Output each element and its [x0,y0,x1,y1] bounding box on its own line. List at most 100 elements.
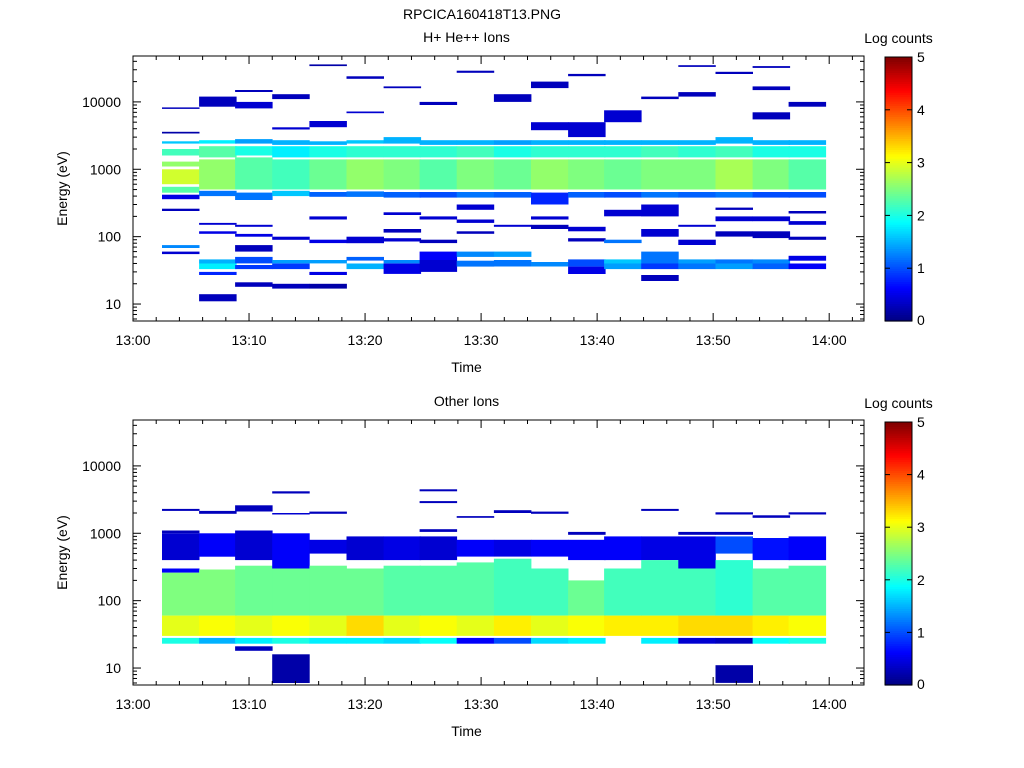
colorbar-segment [885,235,912,238]
heatmap-cell [199,263,237,270]
colorbar-segment [885,246,912,249]
colorbar-segment [885,239,912,243]
colorbar-segment [885,608,912,612]
colorbar-segment [885,266,912,269]
colorbar-segment [885,546,912,550]
colorbar-segment [885,544,912,548]
colorbar-tick-label: 0 [917,676,925,692]
colorbar-segment [885,573,912,577]
heatmap-cell [788,536,827,561]
heatmap-cell [456,251,495,257]
colorbar-segment [885,114,912,117]
colorbar: 0 1 2 3 4 5 Log counts [864,395,933,692]
colorbar-segment [885,566,912,570]
heatmap-cell [383,192,422,198]
heatmap-cell [531,224,569,229]
x-tick-label: 14:00 [812,332,847,348]
colorbar-segment [885,283,912,287]
colorbar-segment [885,557,912,561]
colorbar-segment [885,516,912,520]
colorbar-segment [885,424,912,427]
heatmap-cell [162,615,200,636]
heatmap-cell [568,637,606,644]
colorbar-segment [885,472,912,476]
heatmap-cell [346,637,384,644]
colorbar-frame [884,56,913,322]
heatmap-cell [604,615,642,636]
heatmap-cell [162,208,200,211]
colorbar-segment [885,237,912,241]
heatmap-cell [383,159,422,190]
colorbar-segment [885,623,912,627]
colorbar-segment [885,649,912,653]
colorbar-segment [885,496,912,500]
heatmap-cell [346,236,384,244]
heatmap-cell [235,565,273,616]
colorbar-segment [885,671,912,675]
heatmap-cell [309,283,347,289]
colorbar-segment [885,498,912,502]
colorbar-segment [885,474,912,478]
heatmap-cell [419,529,458,532]
colorbar-segment [885,654,912,658]
colorbar-segment [885,290,912,293]
heatmap-cell [235,530,273,561]
heatmap-cell [641,560,679,616]
heatmap-cell [199,259,237,264]
heatmap-cell [641,637,679,644]
colorbar-segment [885,579,912,583]
heatmap-cell [531,192,569,205]
heatmap-cell [235,90,273,92]
heatmap-cell [752,615,791,636]
heatmap-cell [752,263,791,270]
heatmap-cell [235,615,273,636]
heatmap-cell [456,231,495,234]
colorbar-segment [885,107,912,111]
heatmap-cell [752,86,791,91]
heatmap-cell [678,263,716,270]
colorbar-segment [885,303,912,307]
colorbar-segment [885,514,912,517]
heatmap-cell [272,159,310,190]
heatmap-cell [162,169,200,185]
colorbar-segment [885,202,912,205]
heatmap-cell [531,615,569,636]
colorbar-segment [885,465,912,469]
heatmap-cell [346,536,384,561]
colorbar-segment [885,65,912,69]
heatmap-cell [272,533,310,569]
colorbar-segment [885,525,912,528]
heatmap-cell [309,271,347,275]
colorbar-segment [885,492,912,495]
heatmap-cell [456,146,495,158]
colorbar-segment [885,636,912,640]
heatmap-cell [383,637,422,644]
colorbar-segment [885,619,912,623]
y-tick-label: 10000 [82,458,121,474]
heatmap-cell [604,536,642,561]
colorbar-segment [885,505,912,509]
colorbar-segment [885,564,912,568]
heatmap-cell [678,637,716,644]
heatmap-cell [752,140,791,145]
x-tick-label: 13:00 [115,696,150,712]
heatmap-cell [788,615,827,636]
heatmap-cell [641,275,679,281]
colorbar-segment [885,200,912,203]
heatmap-cell [272,263,310,270]
heatmap-cell [715,259,753,264]
heatmap-cell [531,159,569,190]
heatmap-cell [419,637,458,644]
colorbar-segment [885,162,912,166]
colorbar-label: Log counts [864,395,933,411]
colorbar-segment [885,509,912,513]
heatmap-cell [162,141,200,144]
heatmap-cell [346,159,384,190]
heatmap-cell [456,140,495,145]
heatmap-cell [715,531,753,535]
colorbar-segment [885,577,912,581]
heatmap-cell [235,233,273,237]
heatmap-cell [752,66,791,68]
colorbar-segment [885,274,912,278]
heatmap-cell [641,251,679,264]
